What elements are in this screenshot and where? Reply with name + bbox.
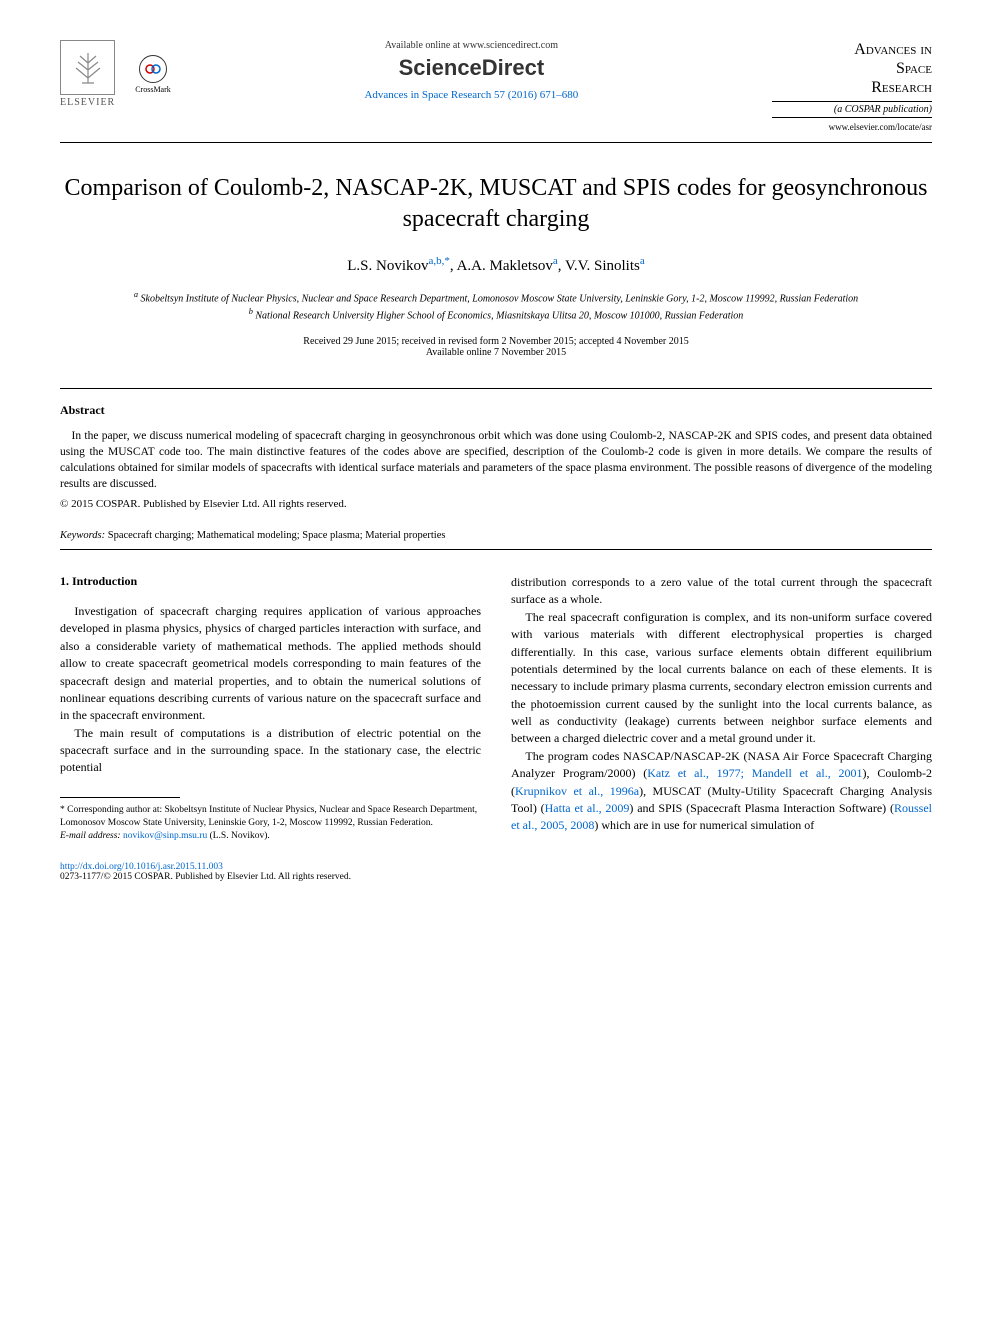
journal-name-line3: Research xyxy=(871,79,932,96)
paper-page: ELSEVIER CrossMark Available online at w… xyxy=(0,0,992,922)
intro-left-p1: Investigation of spacecraft charging req… xyxy=(60,603,481,725)
intro-left-p2: The main result of computations is a dis… xyxy=(60,725,481,777)
footnote-email-line: E-mail address: novikov@sinp.msu.ru (L.S… xyxy=(60,830,481,843)
keywords-text: Spacecraft charging; Mathematical modeli… xyxy=(108,530,446,541)
abstract-copyright: © 2015 COSPAR. Published by Elsevier Ltd… xyxy=(60,498,932,510)
journal-name-line1: Advances in xyxy=(854,41,932,58)
abstract-bottom-divider xyxy=(60,549,932,550)
journal-name: Advances in Space Research xyxy=(772,40,932,98)
footnote-email[interactable]: novikov@sinp.msu.ru xyxy=(123,831,207,841)
available-online-text: Available online at www.sciencedirect.co… xyxy=(171,40,772,51)
header-left: ELSEVIER CrossMark xyxy=(60,40,171,108)
footnote-divider xyxy=(60,797,180,798)
header-divider xyxy=(60,142,932,143)
header-center: Available online at www.sciencedirect.co… xyxy=(171,40,772,101)
body-columns: 1. Introduction Investigation of spacecr… xyxy=(60,574,932,842)
intro-right-p1: distribution corresponds to a zero value… xyxy=(511,574,932,609)
elsevier-logo: ELSEVIER xyxy=(60,40,115,108)
abstract-heading: Abstract xyxy=(60,403,932,418)
author-1-sup: a,b,* xyxy=(429,255,450,267)
issn-copyright: 0273-1177/© 2015 COSPAR. Published by El… xyxy=(60,872,932,882)
abstract-top-divider xyxy=(60,388,932,389)
elsevier-label: ELSEVIER xyxy=(60,97,115,108)
crossmark-label: CrossMark xyxy=(135,85,171,94)
affiliations: a Skobeltsyn Institute of Nuclear Physic… xyxy=(60,289,932,324)
dates-line1: Received 29 June 2015; received in revis… xyxy=(303,336,688,347)
intro-heading: 1. Introduction xyxy=(60,574,481,589)
cospar-note: (a COSPAR publication) xyxy=(772,101,932,118)
author-1: L.S. Novikov xyxy=(347,258,428,274)
footnote: * Corresponding author at: Skobeltsyn In… xyxy=(60,804,481,842)
author-3: V.V. Sinolits xyxy=(565,258,640,274)
article-dates: Received 29 June 2015; received in revis… xyxy=(60,336,932,358)
header-row: ELSEVIER CrossMark Available online at w… xyxy=(60,40,932,132)
right-column: distribution corresponds to a zero value… xyxy=(511,574,932,842)
keywords: Keywords: Spacecraft charging; Mathemati… xyxy=(60,530,932,541)
citation-hatta[interactable]: Hatta et al., 2009 xyxy=(545,801,630,815)
doi-link[interactable]: http://dx.doi.org/10.1016/j.asr.2015.11.… xyxy=(60,862,932,872)
left-column: 1. Introduction Investigation of spacecr… xyxy=(60,574,481,842)
dates-line2: Available online 7 November 2015 xyxy=(426,347,566,358)
abstract-text: In the paper, we discuss numerical model… xyxy=(60,428,932,492)
paper-title: Comparison of Coulomb-2, NASCAP-2K, MUSC… xyxy=(60,173,932,235)
footnote-email-label: E-mail address: xyxy=(60,831,121,841)
author-2-sup: a xyxy=(553,255,558,267)
citation-krupnikov[interactable]: Krupnikov et al., 1996a xyxy=(515,784,639,798)
elsevier-tree-icon xyxy=(60,40,115,95)
intro-left-text: Investigation of spacecraft charging req… xyxy=(60,603,481,777)
affiliation-b: National Research University Higher Scho… xyxy=(255,311,743,322)
affiliation-a: Skobeltsyn Institute of Nuclear Physics,… xyxy=(141,293,859,304)
journal-name-line2: Space xyxy=(896,60,932,77)
page-footer: http://dx.doi.org/10.1016/j.asr.2015.11.… xyxy=(60,862,932,882)
abstract-paragraph: In the paper, we discuss numerical model… xyxy=(60,428,932,492)
citation-katz[interactable]: Katz et al., 1977; Mandell et al., 2001 xyxy=(647,766,862,780)
intro-right-text: distribution corresponds to a zero value… xyxy=(511,574,932,835)
authors: L.S. Novikova,b,*, A.A. Makletsova, V.V.… xyxy=(60,255,932,275)
journal-url[interactable]: www.elsevier.com/locate/asr xyxy=(772,122,932,132)
author-3-sup: a xyxy=(640,255,645,267)
crossmark-icon xyxy=(139,55,167,83)
journal-reference[interactable]: Advances in Space Research 57 (2016) 671… xyxy=(171,89,772,101)
header-right: Advances in Space Research (a COSPAR pub… xyxy=(772,40,932,132)
crossmark-badge[interactable]: CrossMark xyxy=(135,55,171,94)
intro-right-p2: The real spacecraft configuration is com… xyxy=(511,609,932,748)
keywords-label: Keywords: xyxy=(60,530,105,541)
sciencedirect-logo: ScienceDirect xyxy=(171,55,772,81)
footnote-corr: * Corresponding author at: Skobeltsyn In… xyxy=(60,804,481,830)
author-2: A.A. Makletsov xyxy=(457,258,553,274)
intro-right-p3: The program codes NASCAP/NASCAP-2K (NASA… xyxy=(511,748,932,835)
footnote-email-name: (L.S. Novikov). xyxy=(210,831,270,841)
